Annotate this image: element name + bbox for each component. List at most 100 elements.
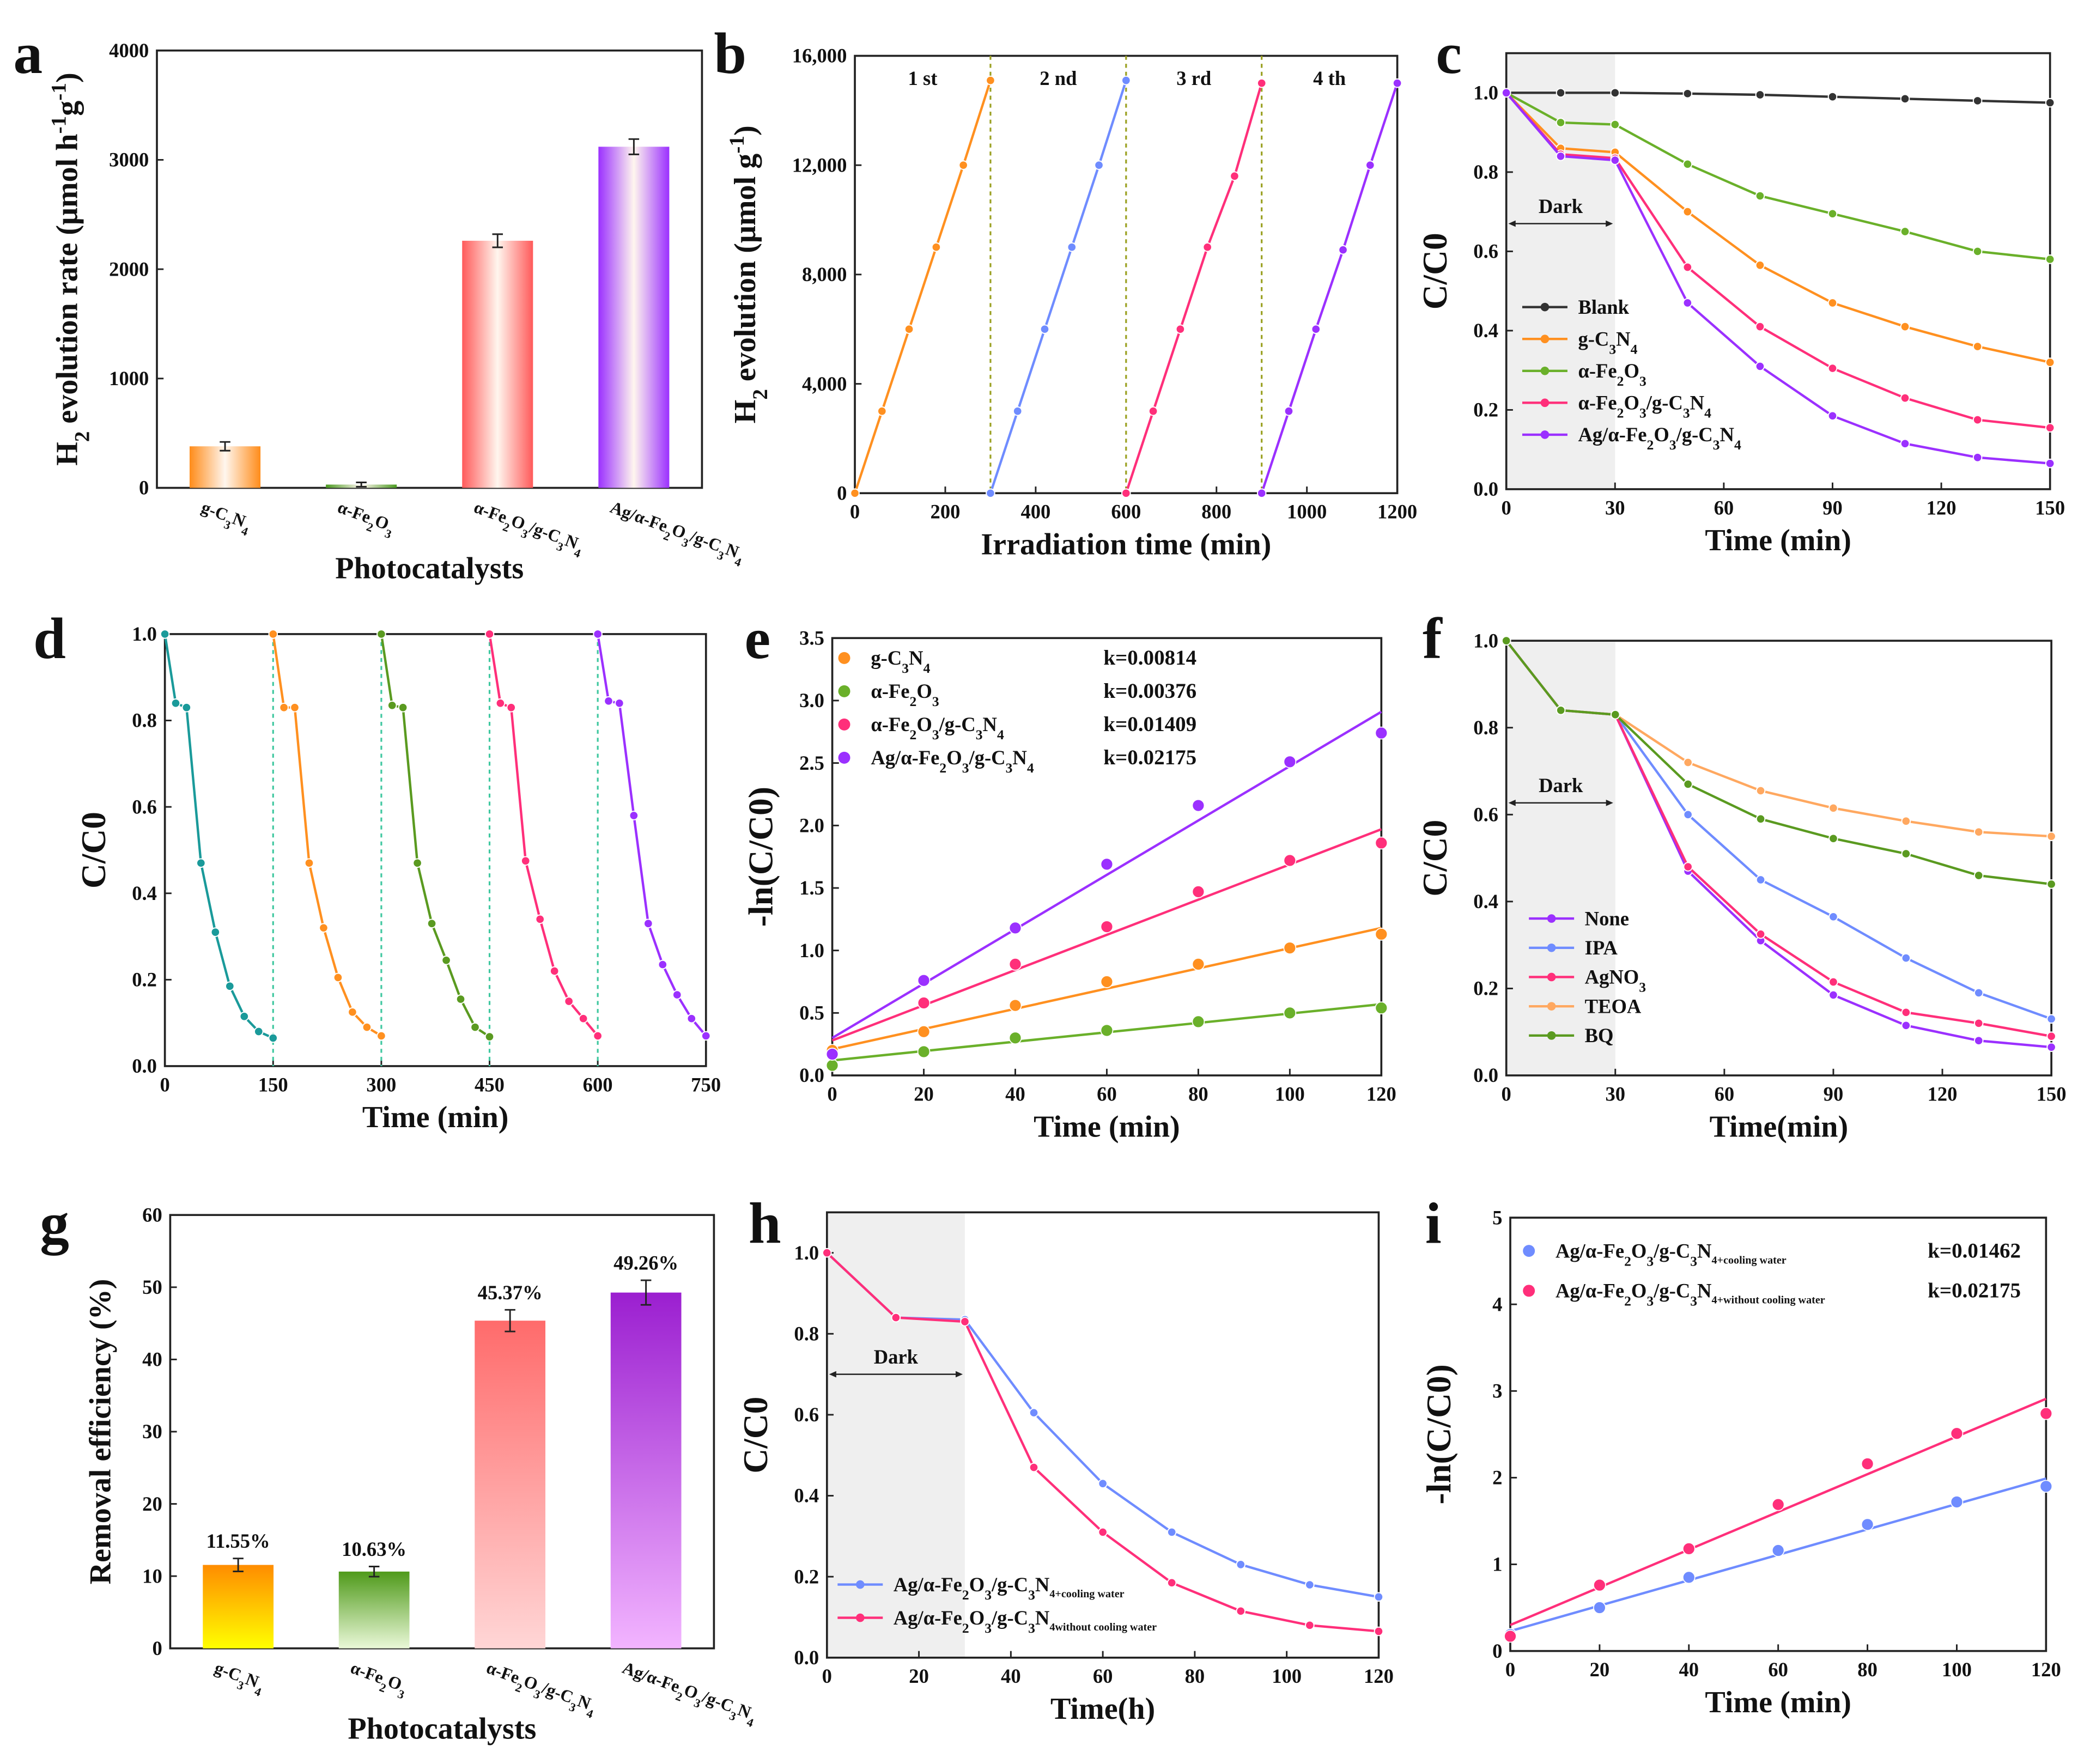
x-axis-label: Time (min) [362, 1100, 509, 1134]
data-point [2045, 458, 2055, 469]
data-point [825, 1048, 839, 1061]
data-point [2046, 1031, 2056, 1042]
y-tick-label: 12,000 [792, 154, 847, 176]
legend-label: α-Fe2O3/g-C3N4 [1578, 392, 1711, 421]
y-tick-label: 0.4 [1473, 890, 1498, 913]
x-axis-label: Photocatalysts [348, 1712, 536, 1746]
x-tick-label: 30 [1605, 1082, 1625, 1105]
x-tick-label: 1000 [1287, 501, 1327, 523]
series-2: g-C3N4 [1501, 88, 2055, 367]
x-tick-label: 300 [366, 1073, 396, 1096]
y-tick-label: 0.6 [132, 795, 157, 818]
series-2 [268, 629, 386, 1041]
data-point [1755, 814, 1766, 824]
panel-letter: a [13, 21, 42, 86]
y-tick-label: 0.4 [1473, 319, 1498, 342]
data-point [210, 927, 221, 937]
data-point [891, 1312, 901, 1323]
legend-label: Ag/α-Fe2O3/g-C3N4 [1578, 423, 1741, 453]
y-tick-label: 1.0 [799, 939, 824, 962]
series-1 [850, 75, 995, 498]
data-point [1901, 953, 1911, 963]
data-point [1094, 160, 1104, 170]
y-axis-label: -ln(C/C0) [742, 787, 780, 927]
panel-letter: f [1423, 606, 1443, 671]
data-point [2046, 879, 2056, 889]
y-tick-label: 0.8 [794, 1322, 819, 1345]
data-point [1283, 941, 1297, 954]
category-label: Ag/α-Fe2O3/g-C3N4 [618, 1658, 759, 1729]
legend-marker [1547, 972, 1556, 982]
data-point [1593, 1578, 1606, 1592]
legend-label: BQ [1585, 1024, 1614, 1047]
x-tick-label: 80 [1857, 1658, 1878, 1681]
data-point [1861, 1518, 1874, 1531]
data-point [1950, 1495, 1964, 1508]
error-bar [220, 441, 230, 452]
data-point [239, 1011, 250, 1021]
legend-label: Ag/α-Fe2O3/g-C3N4+cooling water [1556, 1239, 1787, 1269]
data-point [1755, 361, 1765, 372]
legend-marker [1547, 1031, 1556, 1040]
data-point [2039, 1480, 2053, 1493]
data-point [1029, 1462, 1039, 1473]
bar [203, 1565, 274, 1649]
series-3: α-Fe2O3/g-C3N4 k=0.01409 [825, 713, 1388, 1061]
dark-label: Dark [874, 1346, 919, 1368]
data-point [376, 1031, 386, 1041]
data-point [917, 1025, 931, 1038]
legend-marker [1523, 1245, 1535, 1257]
data-point [1012, 406, 1023, 416]
data-point [1755, 321, 1765, 332]
data-point [1192, 958, 1205, 971]
data-point [333, 972, 343, 983]
series-line [1125, 83, 1263, 494]
plot-frame [163, 633, 707, 1067]
x-tick-label: 100 [1942, 1658, 1972, 1681]
series-5: BQ [1501, 636, 2056, 1047]
data-point [1755, 260, 1765, 270]
data-point [2046, 1042, 2056, 1052]
data-point [1338, 245, 1348, 255]
data-point [2045, 254, 2055, 264]
data-point [1392, 78, 1402, 88]
y-axis-label: H2 evolution rate (μmol h-1g-1) [47, 72, 94, 466]
legend-marker [855, 1580, 865, 1589]
panel-i: i 0 1 2 3 4 5 0 20 40 60 80 100 120 -ln(C/C0) Time (min… [1419, 1191, 2061, 1719]
x-tick-label: 450 [475, 1073, 505, 1096]
x-tick-label: 600 [583, 1073, 613, 1096]
category-label: g-C3N4 [197, 497, 254, 538]
data-point [279, 702, 289, 713]
data-point [1828, 977, 1838, 987]
y-tick-label: 0 [152, 1637, 162, 1659]
data-point [701, 1031, 711, 1041]
data-point [1610, 155, 1620, 165]
x-tick-label: 400 [1020, 501, 1050, 523]
bar [190, 446, 261, 488]
data-point [578, 1013, 588, 1024]
y-tick-label: 40 [142, 1348, 162, 1371]
data-point [1900, 439, 1910, 449]
series-line [596, 634, 707, 1037]
legend-label-subscript: 4+without cooling water [1712, 1294, 1825, 1306]
y-tick-label: 0.0 [799, 1064, 824, 1086]
x-axis-label: Time(min) [1710, 1110, 1849, 1143]
data-point [1375, 726, 1388, 740]
series-4 [484, 629, 603, 1041]
data-point [2045, 357, 2055, 367]
legend-label: Ag/α-Fe2O3/g-C3N4+cooling water [894, 1573, 1125, 1603]
legend-label: α-Fe2O3/g-C3N4 [871, 713, 1004, 743]
data-point [822, 1248, 832, 1258]
panel-h: h Dark 0.0 0.2 0.4 0.6 0.8 1.0 0 20 40 60 80 100 120 C/… [736, 1191, 1394, 1726]
legend-label: g-C3N4 [1578, 327, 1637, 357]
y-tick-label: 16,000 [792, 45, 847, 67]
x-tick-label: 60 [1768, 1658, 1788, 1681]
data-point [1148, 406, 1158, 416]
error-bar [368, 1566, 380, 1578]
data-point [1683, 862, 1693, 872]
error-bar [356, 482, 367, 488]
data-point [1901, 1007, 1911, 1018]
data-point [825, 1059, 839, 1072]
data-point [1827, 411, 1838, 421]
